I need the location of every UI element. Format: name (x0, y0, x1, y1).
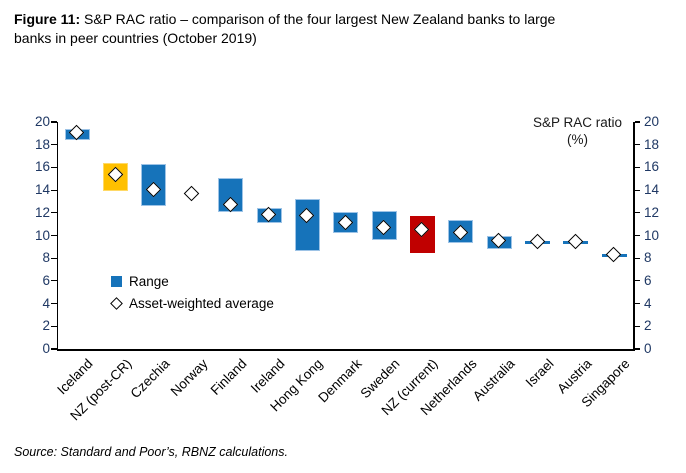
y-tick-left (51, 325, 57, 327)
y-tick-label-right: 8 (644, 250, 652, 266)
y-tick-left (51, 280, 57, 282)
y-tick-left (51, 303, 57, 305)
y-tick-label-right: 16 (644, 159, 660, 175)
y-tick-left (51, 257, 57, 259)
figure-title: Figure 11: S&P RAC ratio – comparison of… (14, 10, 674, 48)
y-tick-left (51, 234, 57, 237)
range-swatch-icon (111, 276, 122, 287)
y-tick-label-left: 8 (42, 250, 50, 266)
average-marker-austria (567, 234, 584, 250)
y-tick-right (634, 280, 640, 282)
y-axis-title-line1: S&P RAC ratio (532, 115, 622, 130)
average-marker-israel (529, 234, 545, 250)
legend-average: Asset-weighted average (109, 296, 274, 311)
y-axis-right (633, 122, 635, 351)
y-tick-right (634, 144, 640, 146)
y-tick-label-left: 6 (42, 272, 50, 288)
figure-title-line1: Figure 11: S&P RAC ratio – comparison of… (14, 10, 674, 29)
y-tick-right (634, 325, 640, 327)
y-tick-right (634, 234, 640, 237)
average-marker-norway (184, 185, 200, 201)
y-tick-label-left: 20 (34, 114, 50, 129)
y-tick-label-left: 12 (34, 204, 50, 220)
y-tick-right (634, 212, 640, 214)
y-tick-label-right: 4 (644, 295, 652, 311)
y-tick-right (634, 166, 640, 168)
y-tick-left (51, 189, 57, 191)
y-tick-label-right: 10 (644, 227, 660, 243)
y-tick-label-left: 18 (34, 136, 50, 152)
y-tick-label-right: 2 (644, 318, 652, 334)
y-tick-left (51, 121, 57, 123)
y-tick-label-left: 2 (42, 318, 50, 334)
y-tick-right (634, 348, 640, 350)
y-tick-label-right: 20 (644, 114, 660, 129)
figure-number: Figure 11: (14, 11, 81, 27)
y-tick-label-left: 0 (42, 341, 50, 356)
legend-average-label: Asset-weighted average (129, 296, 274, 311)
y-tick-left (51, 212, 57, 214)
y-tick-label-right: 12 (644, 204, 660, 220)
y-tick-label-left: 14 (34, 182, 50, 198)
y-tick-left (51, 144, 57, 146)
figure-title-text: S&P RAC ratio – comparison of the four l… (80, 11, 556, 27)
y-tick-label-left: 16 (34, 159, 50, 175)
y-tick-left (51, 348, 57, 350)
y-tick-label-left: 4 (42, 295, 50, 311)
y-tick-label-right: 0 (644, 341, 652, 356)
source-note: Source: Standard and Poor’s, RBNZ calcul… (14, 445, 288, 459)
y-axis-title: S&P RAC ratio (%) (533, 114, 622, 148)
y-tick-right (634, 121, 640, 123)
y-tick-right (634, 189, 640, 191)
y-tick-label-right: 18 (644, 136, 660, 152)
average-diamond-icon (109, 297, 123, 310)
y-tick-right (634, 257, 640, 259)
legend-range: Range (111, 274, 169, 289)
average-diamond-glyph (109, 297, 123, 310)
range-bar-hong-kong (294, 199, 320, 252)
y-axis-title-line2: (%) (566, 132, 588, 147)
x-axis (56, 349, 635, 351)
y-tick-label-right: 14 (644, 182, 660, 198)
y-tick-label-right: 6 (644, 272, 652, 288)
range-bar-finland (218, 177, 244, 212)
legend-range-label: Range (129, 274, 169, 289)
y-tick-right (634, 303, 640, 305)
figure-title-line2: banks in peer countries (October 2019) (14, 30, 257, 46)
y-tick-label-left: 10 (34, 227, 50, 243)
average-marker-singapore (606, 246, 622, 263)
y-tick-left (51, 166, 57, 168)
y-axis-left (56, 122, 58, 351)
